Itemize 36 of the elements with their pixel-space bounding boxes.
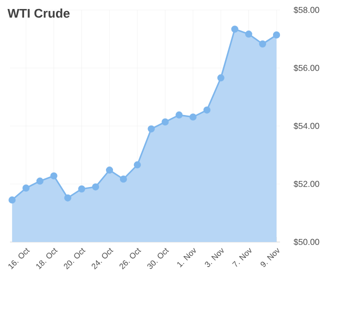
point	[64, 194, 72, 202]
point	[106, 166, 114, 174]
x-tick-label: 24. Oct	[92, 248, 114, 270]
x-tick-label: 20. Oct	[64, 248, 86, 270]
y-tick-label: $56.00	[294, 64, 320, 72]
x-tick-label: 7. Nov	[232, 248, 252, 267]
point	[22, 184, 30, 192]
point	[8, 196, 16, 204]
point	[92, 183, 100, 190]
y-tick-label: $50.00	[294, 238, 320, 246]
point	[203, 106, 210, 114]
x-tick-label: 18. Oct	[36, 248, 58, 270]
x-tick-label: 3. Nov	[204, 248, 224, 267]
x-tick-label: 30. Oct	[147, 248, 170, 269]
point	[245, 30, 252, 38]
point	[148, 125, 155, 132]
point	[189, 113, 197, 121]
point	[50, 172, 58, 180]
point	[176, 111, 183, 119]
point	[259, 40, 266, 48]
point	[272, 31, 280, 38]
x-tick-label: 16. Oct	[8, 248, 30, 270]
x-tick-label: 26. Oct	[120, 248, 142, 270]
y-tick-label: $52.00	[294, 180, 320, 188]
y-tick-label: $54.00	[294, 122, 320, 130]
point	[78, 185, 86, 192]
x-tick-label: 1. Nov	[177, 248, 196, 268]
point	[36, 178, 44, 185]
point	[162, 118, 169, 126]
point	[120, 176, 127, 183]
y-tick-label: $58.00	[294, 6, 320, 14]
chart-title: WTI Crude	[8, 8, 70, 18]
point	[231, 26, 238, 33]
point	[217, 74, 224, 82]
point	[134, 161, 141, 168]
x-tick-label: 9. Nov	[260, 248, 280, 267]
